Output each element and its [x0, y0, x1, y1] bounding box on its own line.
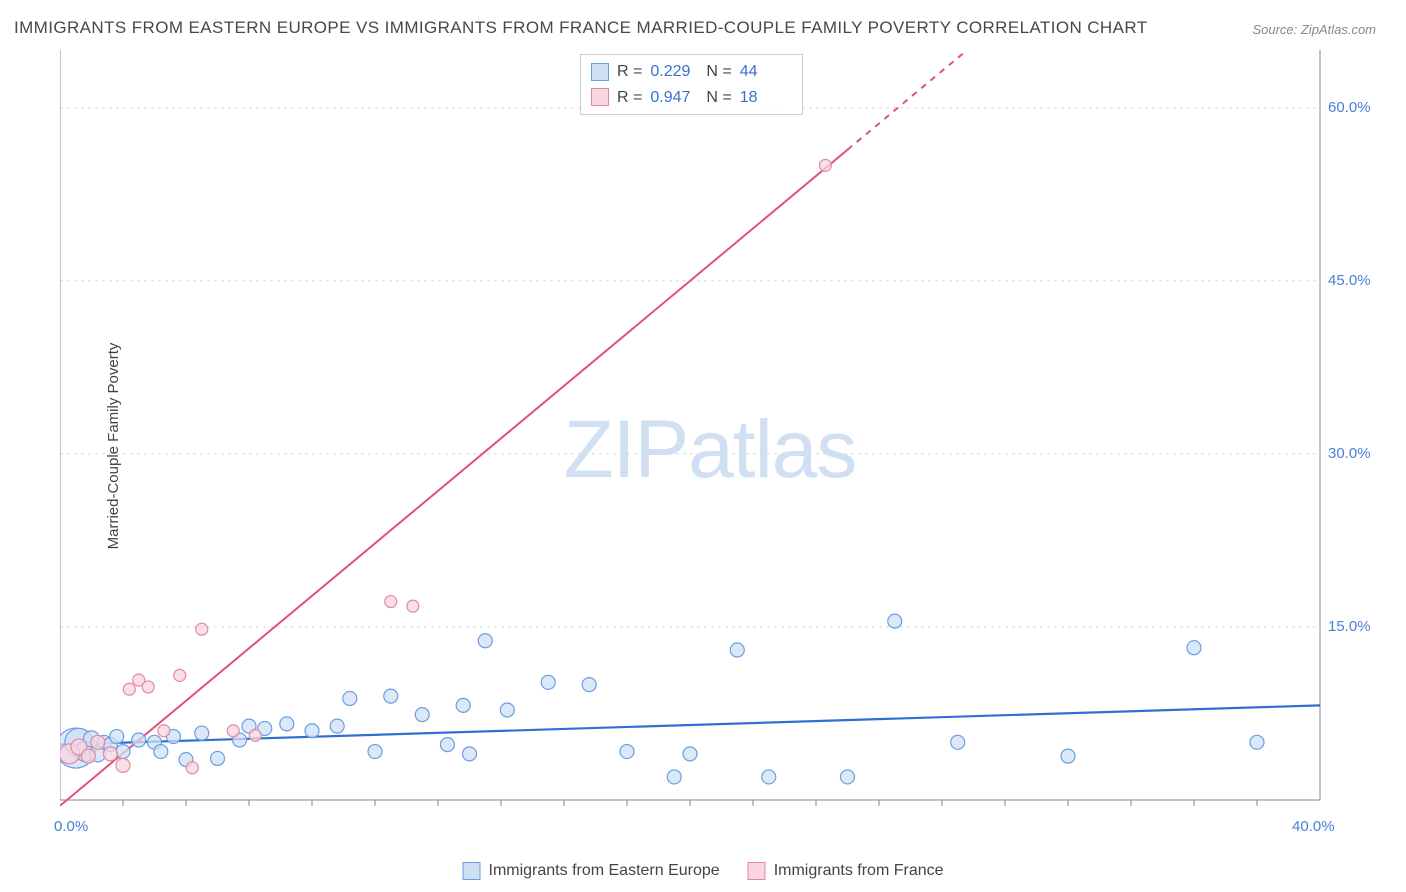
- x-tick-label: 0.0%: [54, 818, 88, 835]
- chart-area: ZIPatlas R =0.229N =44R =0.947N =18: [60, 50, 1360, 820]
- legend-label: Immigrants from Eastern Europe: [488, 862, 719, 880]
- stats-swatch: [591, 63, 609, 81]
- stat-n-value: 18: [740, 85, 788, 111]
- legend-swatch-pink: [748, 862, 766, 880]
- stat-n-value: 44: [740, 59, 788, 85]
- y-tick-label: 45.0%: [1328, 272, 1371, 289]
- stat-r-label: R =: [617, 59, 642, 85]
- x-tick-label: 40.0%: [1292, 818, 1335, 835]
- scatter-plot: [60, 50, 1360, 820]
- y-tick-label: 60.0%: [1328, 99, 1371, 116]
- bottom-legend: Immigrants from Eastern Europe Immigrant…: [462, 862, 943, 880]
- stats-legend-box: R = 0.229 N = 44 R = 0.947 N = 18: [580, 54, 803, 115]
- y-tick-label: 15.0%: [1328, 618, 1371, 635]
- stat-n-label: N =: [706, 85, 731, 111]
- stat-r-label: R =: [617, 85, 642, 111]
- chart-title: IMMIGRANTS FROM EASTERN EUROPE VS IMMIGR…: [14, 18, 1148, 38]
- legend-label: Immigrants from France: [774, 862, 944, 880]
- legend-item-eastern-europe: Immigrants from Eastern Europe: [462, 862, 719, 880]
- legend-swatch-blue: [462, 862, 480, 880]
- stats-swatch: [591, 88, 609, 106]
- source-attribution: Source: ZipAtlas.com: [1252, 22, 1376, 37]
- stat-r-value: 0.229: [650, 59, 698, 85]
- stat-n-label: N =: [706, 59, 731, 85]
- stats-row: R = 0.947 N = 18: [591, 85, 788, 111]
- y-tick-label: 30.0%: [1328, 445, 1371, 462]
- legend-item-france: Immigrants from France: [748, 862, 944, 880]
- stat-r-value: 0.947: [650, 85, 698, 111]
- stats-row: R = 0.229 N = 44: [591, 59, 788, 85]
